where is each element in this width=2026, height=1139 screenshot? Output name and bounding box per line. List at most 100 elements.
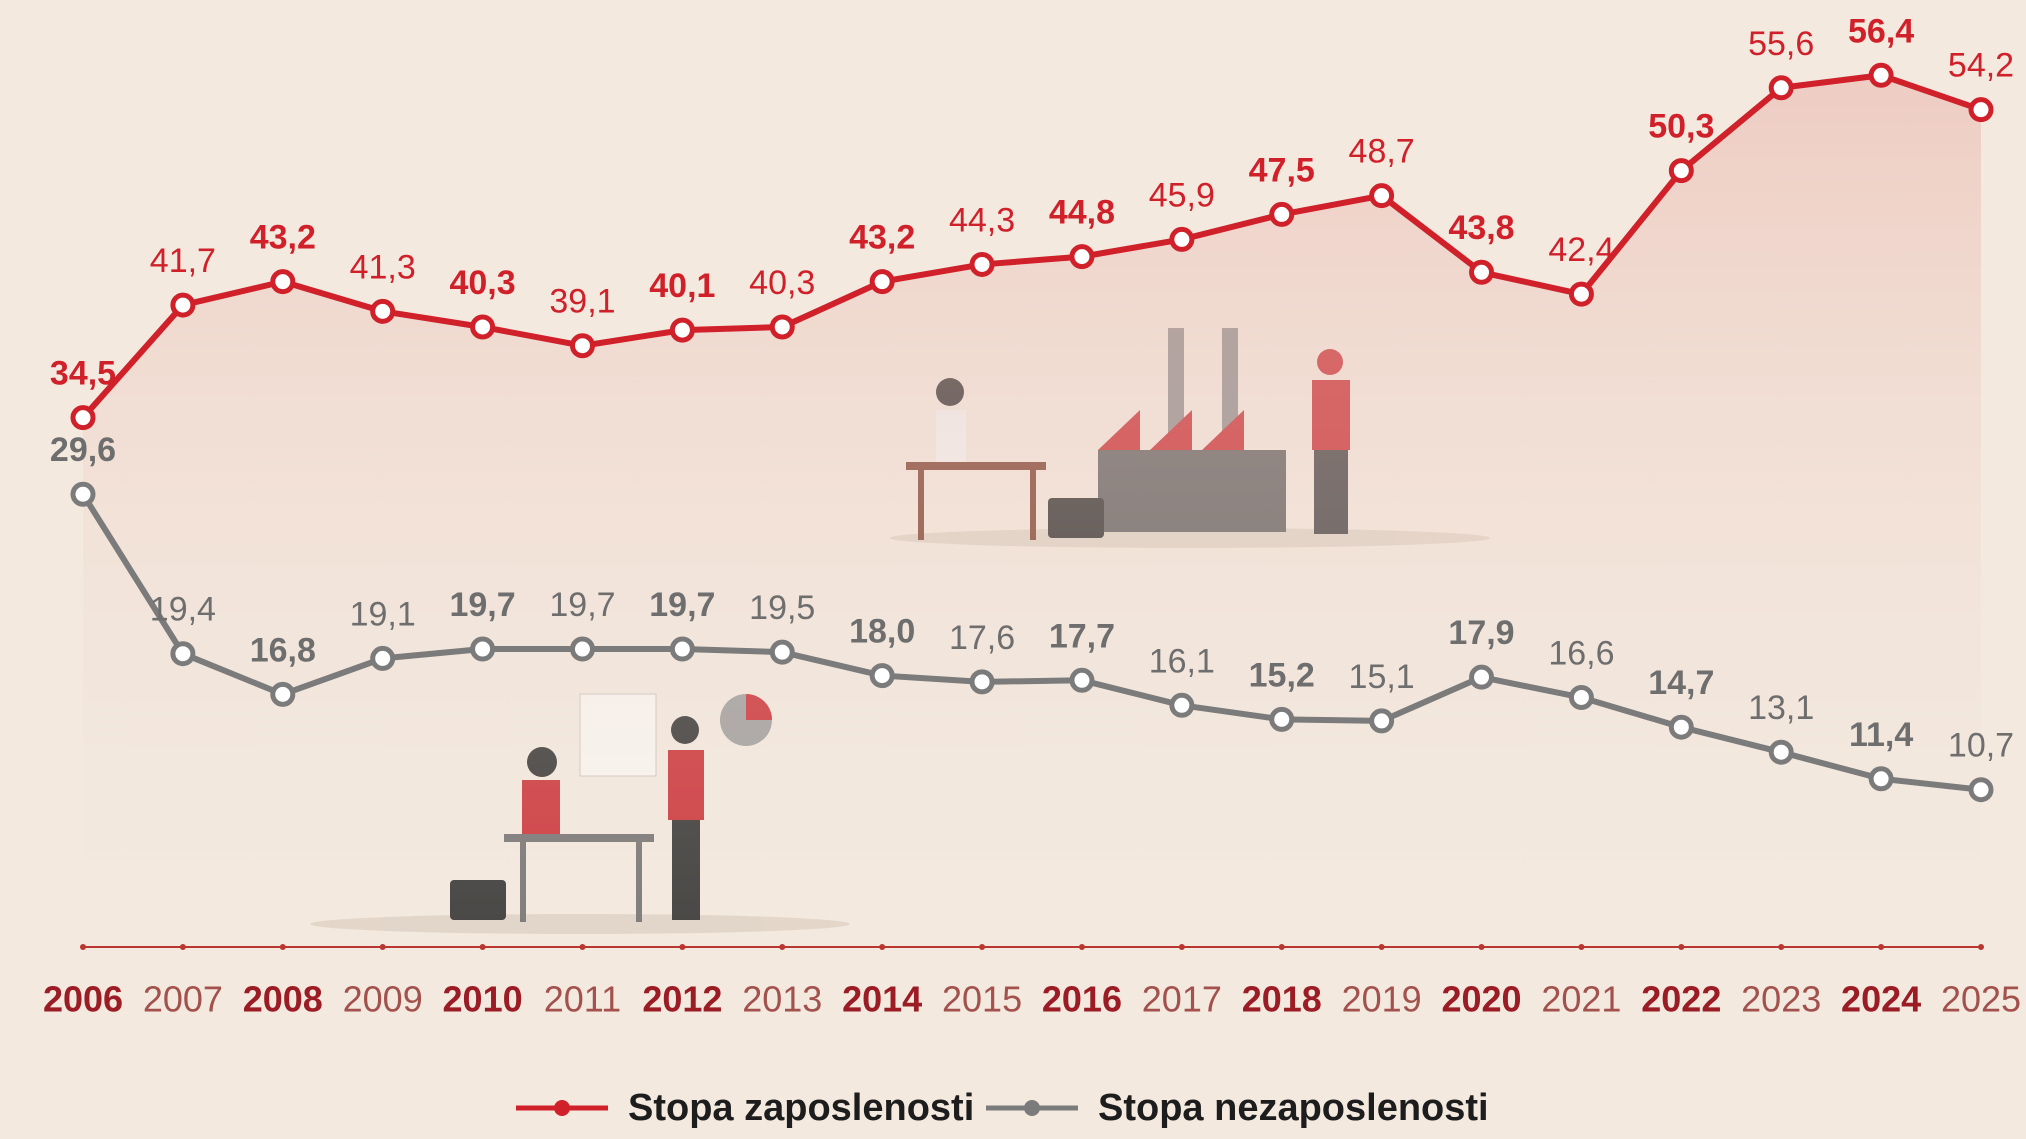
data-point bbox=[1971, 780, 1991, 800]
data-label: 40,1 bbox=[649, 267, 715, 305]
data-point bbox=[572, 336, 592, 356]
x-tick-label: 2009 bbox=[343, 979, 423, 1020]
data-point bbox=[73, 484, 93, 504]
data-label: 14,7 bbox=[1648, 664, 1714, 702]
data-label: 15,1 bbox=[1349, 658, 1415, 696]
data-label: 45,9 bbox=[1149, 176, 1215, 214]
data-point bbox=[473, 317, 493, 337]
data-label: 43,2 bbox=[849, 219, 915, 257]
data-label: 18,0 bbox=[849, 613, 915, 651]
data-point bbox=[1172, 229, 1192, 249]
data-point bbox=[1172, 695, 1192, 715]
data-point bbox=[1272, 204, 1292, 224]
legend-label: Stopa nezaposlenosti bbox=[1098, 1087, 1489, 1129]
data-point bbox=[1272, 709, 1292, 729]
legend-label: Stopa zaposlenosti bbox=[628, 1087, 974, 1129]
data-label: 39,1 bbox=[549, 283, 615, 321]
data-point bbox=[1871, 65, 1891, 85]
data-point bbox=[1671, 717, 1691, 737]
data-point bbox=[273, 272, 293, 292]
x-tick-label: 2014 bbox=[842, 979, 922, 1020]
data-point bbox=[1472, 262, 1492, 282]
legend-marker bbox=[554, 1100, 570, 1116]
data-point bbox=[872, 272, 892, 292]
data-point bbox=[373, 648, 393, 668]
data-point bbox=[73, 408, 93, 428]
data-label: 19,1 bbox=[350, 595, 416, 633]
x-tick-label: 2011 bbox=[544, 979, 621, 1020]
data-label: 42,4 bbox=[1548, 231, 1614, 269]
data-point bbox=[672, 639, 692, 659]
data-point bbox=[373, 301, 393, 321]
data-label: 40,3 bbox=[749, 264, 815, 302]
data-label: 19,4 bbox=[150, 591, 216, 629]
data-label: 19,7 bbox=[549, 586, 615, 624]
x-tick-label: 2016 bbox=[1042, 979, 1122, 1020]
data-label: 43,2 bbox=[250, 219, 316, 257]
data-point bbox=[273, 684, 293, 704]
data-point bbox=[1072, 670, 1092, 690]
x-tick-label: 2018 bbox=[1242, 979, 1322, 1020]
page: {"chart_data": { "type": "line", "catego… bbox=[0, 0, 2026, 1134]
data-point bbox=[772, 317, 792, 337]
data-point bbox=[972, 672, 992, 692]
data-label: 44,8 bbox=[1049, 194, 1115, 232]
x-tick-label: 2020 bbox=[1441, 979, 1521, 1020]
x-tick-label: 2008 bbox=[243, 979, 323, 1020]
data-label: 11,4 bbox=[1849, 716, 1913, 754]
data-point bbox=[1571, 284, 1591, 304]
data-label: 16,8 bbox=[250, 631, 316, 669]
data-label: 41,3 bbox=[350, 248, 416, 286]
chart: Stopa zaposlenosti Stopa nezaposlenosti 2… bbox=[0, 0, 2026, 1134]
x-tick-label: 2012 bbox=[642, 979, 722, 1020]
data-point bbox=[1771, 78, 1791, 98]
data-label: 55,6 bbox=[1748, 25, 1814, 63]
data-point bbox=[1971, 100, 1991, 120]
data-label: 44,3 bbox=[949, 201, 1015, 239]
data-label: 56,4 bbox=[1848, 12, 1914, 50]
data-point bbox=[772, 642, 792, 662]
data-point bbox=[173, 644, 193, 664]
x-tick-label: 2022 bbox=[1641, 979, 1721, 1020]
data-label: 17,6 bbox=[949, 619, 1015, 657]
data-point bbox=[972, 254, 992, 274]
data-label: 47,5 bbox=[1249, 151, 1315, 189]
x-tick-label: 2017 bbox=[1142, 979, 1222, 1020]
data-label: 15,2 bbox=[1249, 656, 1315, 694]
x-tick-label: 2019 bbox=[1342, 979, 1422, 1020]
data-label: 10,7 bbox=[1948, 727, 2014, 765]
x-tick-label: 2023 bbox=[1741, 979, 1821, 1020]
data-label: 29,6 bbox=[50, 431, 116, 469]
x-tick-label: 2021 bbox=[1541, 979, 1621, 1020]
x-tick-label: 2007 bbox=[143, 979, 223, 1020]
legend-marker bbox=[1024, 1100, 1040, 1116]
data-point bbox=[872, 666, 892, 686]
data-point bbox=[1571, 687, 1591, 707]
x-tick-label: 2015 bbox=[942, 979, 1022, 1020]
data-point bbox=[1871, 769, 1891, 789]
data-label: 43,8 bbox=[1448, 209, 1514, 247]
data-point bbox=[672, 320, 692, 340]
x-tick-label: 2010 bbox=[443, 979, 523, 1020]
data-point bbox=[473, 639, 493, 659]
data-label: 16,6 bbox=[1548, 634, 1614, 672]
data-label: 34,5 bbox=[50, 355, 116, 393]
data-label: 54,2 bbox=[1948, 47, 2014, 85]
data-point bbox=[173, 295, 193, 315]
data-label: 48,7 bbox=[1349, 133, 1415, 171]
data-label: 19,5 bbox=[749, 589, 815, 627]
x-tick-label: 2006 bbox=[43, 979, 123, 1020]
data-point bbox=[1771, 742, 1791, 762]
data-label: 17,7 bbox=[1049, 617, 1115, 655]
data-label: 13,1 bbox=[1748, 689, 1814, 727]
x-tick-label: 2025 bbox=[1941, 979, 2021, 1020]
data-label: 17,9 bbox=[1448, 614, 1514, 652]
data-point bbox=[572, 639, 592, 659]
x-tick-label: 2024 bbox=[1841, 979, 1921, 1020]
data-point bbox=[1372, 711, 1392, 731]
data-point bbox=[1671, 161, 1691, 181]
data-point bbox=[1372, 186, 1392, 206]
data-label: 19,7 bbox=[449, 586, 515, 624]
data-label: 40,3 bbox=[449, 264, 515, 302]
x-tick-label: 2013 bbox=[742, 979, 822, 1020]
